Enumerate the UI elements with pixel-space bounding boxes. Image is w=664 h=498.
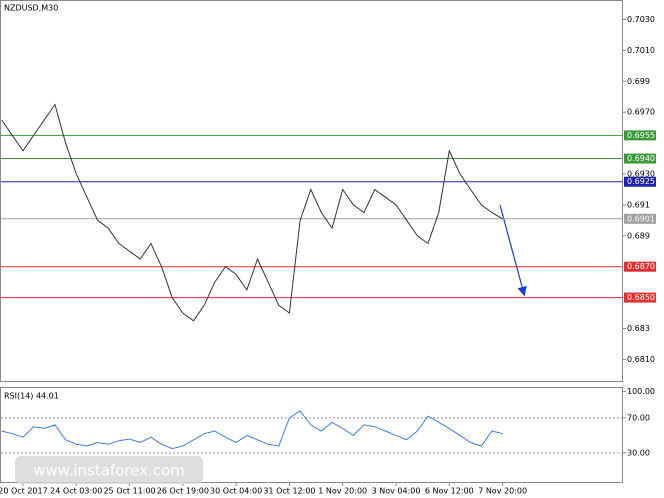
- y-tick-label: 0.6810: [627, 355, 655, 364]
- y-tick-label: 0.683: [627, 324, 650, 333]
- level-label: 0.6870: [627, 262, 655, 271]
- x-tick-label: 1 Nov 20:00: [318, 487, 367, 496]
- level-box: [624, 213, 656, 224]
- level-label: 0.6955: [627, 131, 655, 140]
- x-tick-label: 3 Nov 04:00: [372, 487, 421, 496]
- x-tick-label: 7 Nov 20:00: [478, 487, 527, 496]
- y-tick-label: 0.691: [627, 200, 650, 209]
- x-tick-label: 6 Nov 12:00: [425, 487, 474, 496]
- level-box: [624, 292, 656, 303]
- y-tick-label: 0.7010: [627, 46, 655, 55]
- price-frame: [0, 0, 623, 382]
- x-tick-label: 25 Oct 11:00: [103, 487, 155, 496]
- x-tick-label: 26 Oct 19:00: [157, 487, 209, 496]
- y-tick-label: 0.699: [627, 77, 650, 86]
- rsi-title: RSI(14) 44.01: [4, 392, 59, 401]
- watermark-box: [15, 456, 203, 484]
- series-line: [1, 410, 503, 450]
- y-tick-label: 30.00: [627, 449, 650, 458]
- level-box: [624, 130, 656, 141]
- level-label: 0.6940: [627, 154, 655, 163]
- series-line: [1, 103, 503, 322]
- x-tick-label: 20 Oct 2017: [0, 487, 48, 496]
- y-tick-label: 100.00: [627, 387, 655, 396]
- x-tick-label: 24 Oct 03:00: [50, 487, 102, 496]
- level-box: [624, 261, 656, 272]
- y-tick-label: 0.6970: [627, 108, 655, 117]
- level-label: 0.6925: [627, 177, 655, 186]
- x-tick-label: 31 Oct 12:00: [263, 487, 315, 496]
- level-box: [624, 176, 656, 187]
- chart-title: NZDUSD,M30: [4, 4, 58, 13]
- watermark: www.instaforex.com: [15, 456, 203, 484]
- y-tick-label: 0.7030: [627, 15, 655, 24]
- y-tick-label: 0.689: [627, 231, 650, 240]
- x-tick-label: 30 Oct 04:00: [210, 487, 262, 496]
- level-label: 0.6850: [627, 293, 655, 302]
- watermark-text: www.instaforex.com: [33, 462, 185, 480]
- y-tick-label: 0.6930: [627, 170, 655, 179]
- rsi-frame: [0, 387, 623, 483]
- level-label: 0.6901: [627, 214, 655, 223]
- level-box: [624, 153, 656, 164]
- forecast-arrow: [499, 204, 527, 297]
- y-tick-label: 70.00: [627, 413, 650, 422]
